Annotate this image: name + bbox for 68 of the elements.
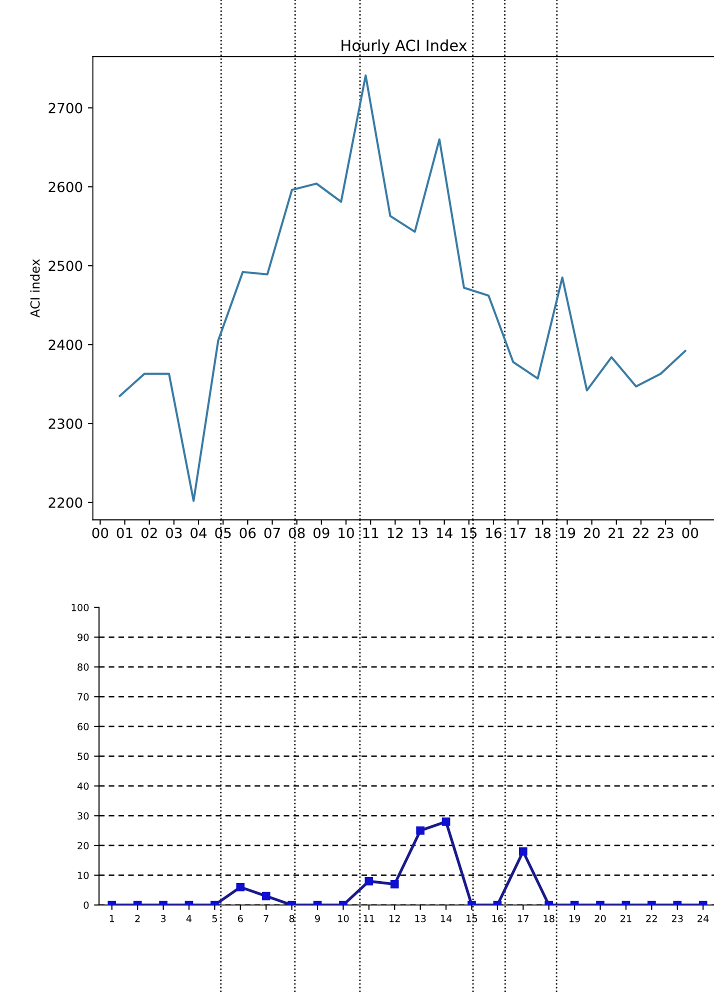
x-tick-label: 4	[186, 915, 192, 922]
y-tick-label: 70	[78, 693, 89, 701]
x-tick-label: 21	[608, 528, 624, 538]
x-tick-label: 23	[672, 914, 683, 922]
x-tick-label: 13	[415, 914, 426, 922]
x-tick-label: 03	[166, 528, 182, 538]
x-tick-label: 04	[190, 528, 207, 538]
x-tick-label: 01	[116, 528, 132, 538]
y-tick-label: 2300	[48, 418, 82, 429]
x-tick-label: 18	[535, 528, 551, 538]
x-tick-label: 22	[633, 528, 648, 538]
x-tick-label: 16	[492, 914, 504, 922]
x-tick-label: 8	[289, 914, 294, 922]
chart-title: Hourly ACI Index	[342, 39, 467, 54]
y-tick-label: 20	[78, 842, 89, 850]
x-tick-label: 08	[288, 528, 305, 538]
x-tick-label: 7	[264, 915, 268, 922]
x-tick-label: 11	[364, 915, 374, 922]
y-tick-label: 80	[78, 663, 89, 671]
x-tick-label: 6	[238, 914, 243, 922]
x-tick-label: 15	[462, 528, 477, 538]
y-tick-label: 100	[72, 604, 89, 612]
y-tick-label: 40	[77, 782, 89, 790]
x-tick-label: 16	[486, 528, 502, 538]
x-tick-label: 20	[584, 528, 600, 538]
x-tick-label: 09	[314, 528, 330, 538]
y-axis-title: ACI index	[30, 259, 40, 318]
y-tick-label: 2200	[48, 497, 82, 508]
x-tick-label: 19	[560, 528, 576, 538]
y-tick-label: 2700	[48, 102, 82, 114]
x-tick-label: 9	[315, 914, 320, 922]
x-tick-label: 05	[215, 528, 231, 538]
x-tick-label: 07	[264, 528, 280, 538]
y-tick-label: 0	[84, 901, 89, 909]
x-tick-label: 23	[658, 528, 674, 538]
x-tick-label: 24	[698, 914, 709, 922]
x-tick-label: 02	[141, 528, 157, 538]
x-tick-label: 21	[620, 914, 632, 922]
y-tick-label: 10	[78, 872, 89, 880]
y-tick-label: 2600	[48, 182, 82, 192]
x-tick-label: 17	[510, 528, 526, 538]
y-tick-label: 90	[78, 634, 89, 641]
x-tick-label: 13	[412, 528, 428, 538]
x-tick-label: 14	[437, 528, 452, 538]
y-tick-label: 60	[78, 722, 89, 730]
x-tick-label: 20	[594, 914, 606, 922]
x-tick-label: 1	[110, 915, 114, 922]
x-tick-label: 10	[338, 528, 354, 538]
x-tick-label: 10	[338, 914, 349, 922]
y-tick-label: 30	[78, 812, 89, 820]
x-tick-label: 00	[92, 528, 108, 538]
y-tick-label: 2400	[48, 340, 82, 350]
x-tick-label: 11	[363, 528, 378, 538]
x-tick-label: 06	[240, 528, 256, 538]
x-tick-label: 14	[440, 915, 452, 922]
x-tick-label: 17	[518, 915, 528, 922]
x-tick-label: 5	[212, 915, 217, 922]
x-tick-label: 00	[682, 528, 698, 538]
x-tick-label: 2	[135, 914, 140, 922]
x-tick-label: 18	[544, 914, 554, 922]
x-tick-label: 19	[569, 914, 580, 922]
x-tick-label: 22	[646, 914, 657, 922]
x-tick-label: 12	[390, 914, 400, 922]
line-series	[118, 74, 686, 502]
y-tick-label: 50	[78, 752, 89, 760]
x-tick-label: 12	[388, 528, 403, 538]
y-tick-label: 2500	[48, 260, 82, 272]
x-tick-label: 3	[160, 914, 166, 922]
